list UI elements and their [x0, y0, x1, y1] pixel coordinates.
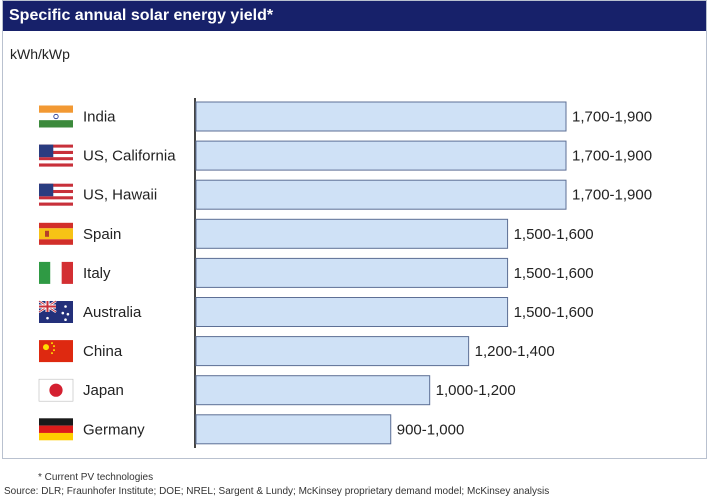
bar	[195, 218, 509, 249]
flag-spain-icon	[39, 222, 73, 245]
bar-rows: India 1,700-1,900 US, California 1,700-1,90…	[38, 101, 652, 445]
category-label: China	[83, 343, 123, 360]
category-label: Japan	[83, 382, 124, 399]
flag-part	[39, 183, 73, 187]
flag-part	[51, 352, 53, 355]
flag-part	[51, 342, 53, 345]
flag-part	[39, 196, 73, 200]
flag-part	[61, 311, 65, 315]
bar	[195, 336, 470, 367]
flag-part	[50, 261, 62, 284]
bar	[195, 414, 392, 445]
flag-part	[43, 344, 49, 351]
flag-part	[39, 144, 73, 148]
flag-part	[39, 154, 73, 158]
flag-part	[38, 378, 74, 402]
value-label: 1,500-1,600	[514, 304, 594, 321]
flag-china-icon	[39, 340, 73, 363]
flag-india-icon	[39, 105, 73, 128]
chart-title: Specific annual solar energy yield*	[3, 1, 706, 31]
flag-part	[39, 239, 73, 245]
flag-part	[53, 113, 59, 120]
flag-part	[39, 199, 73, 203]
flag-part	[39, 160, 73, 164]
category-label: Australia	[83, 304, 142, 321]
flag-part	[53, 345, 55, 348]
flag-part	[39, 305, 56, 308]
category-label: Spain	[83, 226, 121, 243]
value-label: 1,500-1,600	[514, 226, 594, 243]
bar	[195, 297, 509, 327]
bar	[195, 375, 431, 406]
flag-part	[39, 228, 73, 240]
footnote: * Current PV technologies	[38, 472, 154, 483]
flag-part	[45, 230, 49, 237]
flag-part	[39, 189, 73, 194]
bar	[195, 257, 509, 288]
bar	[195, 140, 567, 171]
flag-part	[39, 202, 73, 206]
value-label: 1,500-1,600	[514, 265, 594, 282]
flag-part	[39, 183, 54, 197]
flag-part	[53, 349, 55, 352]
flag-part	[64, 318, 67, 322]
flag-part	[39, 432, 73, 441]
flag-part	[39, 144, 54, 158]
value-label: 1,200-1,400	[475, 343, 555, 360]
flag-part	[39, 186, 73, 190]
flag-part	[66, 312, 70, 316]
bar	[195, 179, 567, 210]
flag-part	[39, 157, 73, 161]
category-label: India	[83, 109, 116, 126]
flag-part	[61, 261, 73, 284]
value-label: 1,700-1,900	[572, 187, 652, 204]
flag-part	[39, 120, 73, 128]
category-label: US, Hawaii	[83, 187, 157, 204]
flag-part	[39, 193, 73, 197]
flag-part	[39, 340, 73, 363]
value-label: 1,700-1,900	[572, 148, 652, 165]
bar-chart: India 1,700-1,900 US, California 1,700-1,90…	[38, 98, 652, 448]
flag-part	[39, 112, 73, 121]
flag-part	[64, 305, 67, 308]
value-label: 900-1,000	[397, 421, 465, 438]
unit-label: kWh/kWp	[10, 46, 70, 62]
flag-part	[39, 150, 73, 155]
flag-part	[39, 418, 73, 426]
flag-part	[46, 316, 49, 320]
bar	[195, 101, 567, 132]
flag-part	[39, 105, 73, 113]
flag-germany-icon	[39, 418, 73, 441]
category-label: US, California	[83, 148, 176, 165]
flag-part	[39, 147, 73, 151]
flag-australia-icon	[38, 299, 73, 323]
flag-part	[39, 425, 73, 433]
flag-japan-icon	[38, 378, 74, 402]
flag-italy-icon	[39, 261, 73, 284]
source-note: Source: DLR; Fraunhofer Institute; DOE; …	[4, 486, 550, 497]
flag-us-icon	[39, 183, 73, 206]
category-label: Germany	[83, 421, 145, 438]
value-label: 1,700-1,900	[572, 109, 652, 126]
value-label: 1,000-1,200	[436, 382, 516, 399]
flag-us-icon	[39, 144, 73, 167]
flag-part	[39, 163, 73, 167]
category-label: Italy	[83, 265, 111, 282]
flag-part	[39, 222, 73, 229]
flag-part	[39, 261, 51, 284]
flag-part	[49, 383, 63, 397]
